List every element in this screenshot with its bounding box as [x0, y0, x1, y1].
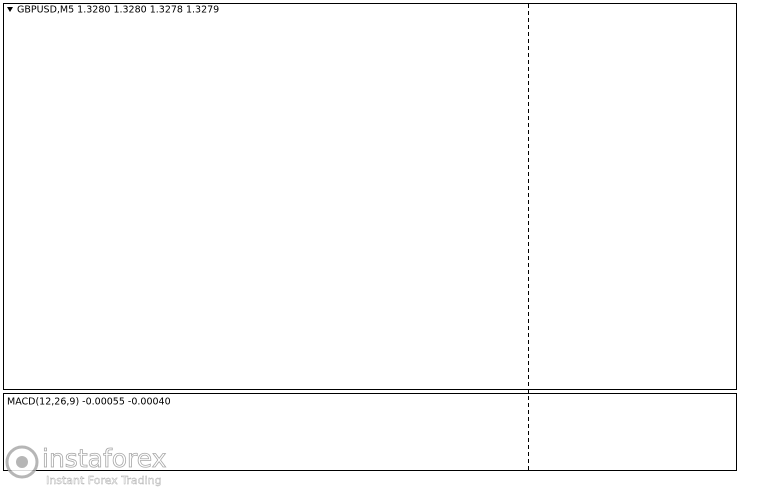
menu-arrow — [7, 7, 13, 12]
price-title: GBPUSD,M5 1.3280 1.3280 1.3278 1.3279 — [17, 5, 219, 16]
watermark-brand: instaforex — [42, 444, 167, 473]
price-frame — [3, 3, 737, 390]
watermark-tagline: Instant Forex Trading — [46, 474, 162, 487]
watermark: instaforex Instant Forex Trading — [5, 444, 167, 487]
macd-title: MACD(12,26,9) -0.00055 -0.00040 — [7, 397, 171, 408]
macd-frame — [3, 393, 737, 471]
logo-core — [16, 456, 28, 468]
